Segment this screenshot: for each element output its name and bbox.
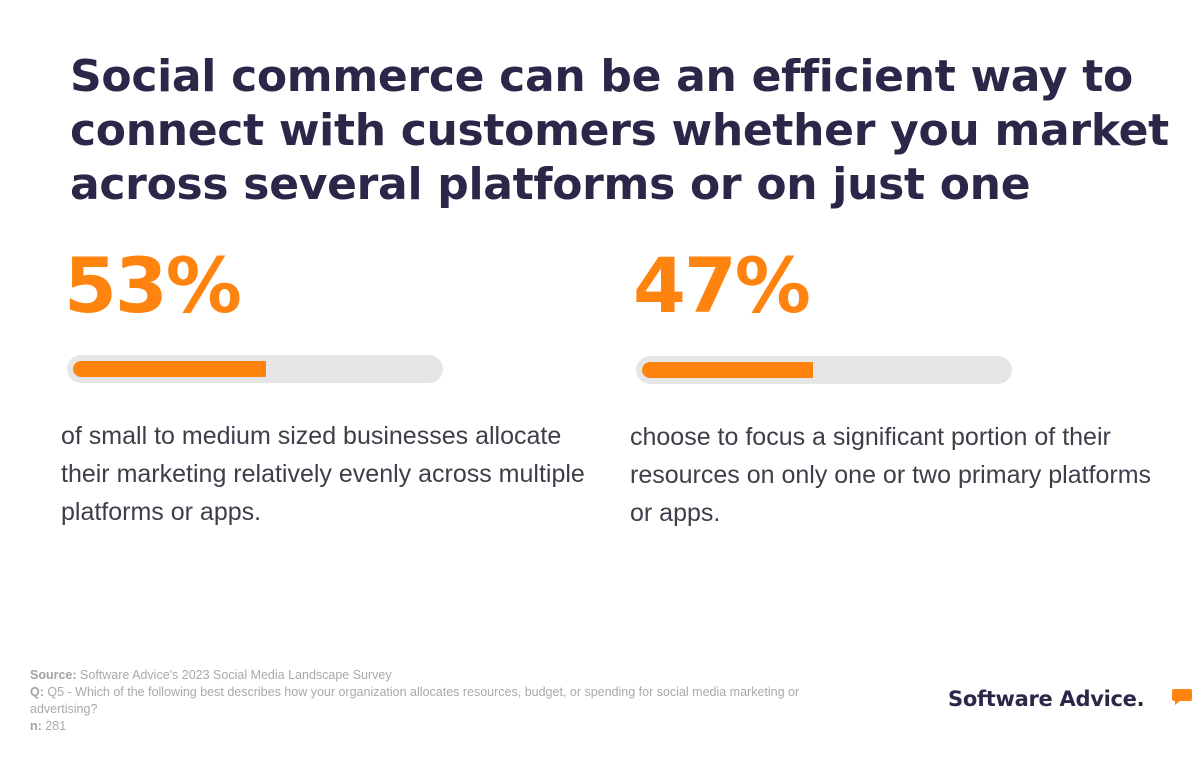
logo-text: Software Advice. — [948, 687, 1145, 711]
stat-description-1: of small to medium sized businesses allo… — [61, 422, 585, 526]
question-text: Q5 - Which of the following best describ… — [30, 685, 800, 716]
software-advice-logo: Software Advice. — [948, 687, 1192, 721]
progress-track-2 — [636, 356, 1012, 384]
footnote: Source: Software Advice's 2023 Social Me… — [30, 667, 860, 735]
sample-size-line: n: 281 — [30, 718, 860, 735]
stat-description-2: choose to focus a significant portion of… — [630, 423, 1152, 527]
sample-size-label: n: — [30, 719, 42, 733]
progress-fill-1 — [73, 361, 266, 377]
progress-track-1 — [67, 355, 443, 383]
speech-bubble-icon — [1172, 689, 1192, 705]
sample-size-value: 281 — [45, 719, 67, 733]
source-text: Software Advice's 2023 Social Media Land… — [80, 668, 392, 682]
source-line: Source: Software Advice's 2023 Social Me… — [30, 667, 860, 684]
stat-percent-1: 53% — [64, 241, 242, 330]
chart-title: Social commerce can be an efficient way … — [70, 51, 1169, 210]
question-label: Q: — [30, 685, 44, 699]
question-line: Q: Q5 - Which of the following best desc… — [30, 684, 860, 718]
stat-percent-2: 47% — [633, 241, 811, 330]
progress-fill-2 — [642, 362, 813, 378]
source-label: Source: — [30, 668, 77, 682]
